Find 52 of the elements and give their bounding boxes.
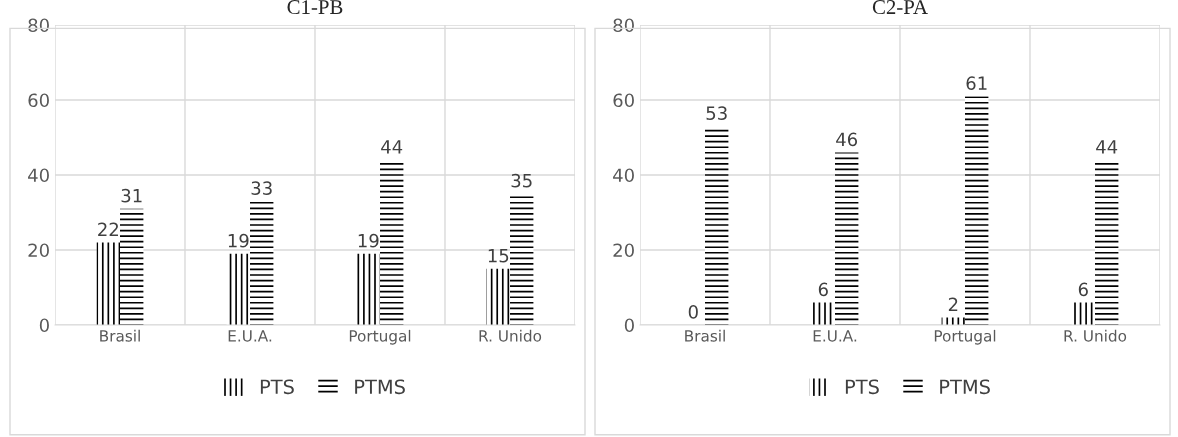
x-tick-label: Brasil [100, 329, 140, 342]
y-tick-label: 20 [28, 243, 49, 258]
bar [250, 201, 274, 325]
bar [120, 208, 144, 325]
x-tick-label: E.U.A. [228, 330, 272, 342]
data-label: 19 [228, 233, 249, 248]
bar [965, 96, 989, 325]
legend-label: PTMS [940, 379, 990, 395]
chart-title: C1-PB [287, 0, 343, 15]
x-tick-label: Portugal [934, 329, 996, 345]
data-label: 2 [948, 297, 958, 311]
data-label: 19 [358, 233, 379, 248]
bar [1095, 160, 1119, 325]
data-label: 6 [1078, 282, 1088, 297]
bar [811, 302, 835, 325]
data-label: 31 [121, 188, 142, 203]
x-tick-label: E.U.A. [813, 330, 857, 342]
data-label: 46 [836, 132, 858, 147]
bar [356, 253, 380, 325]
data-label: 44 [1096, 140, 1118, 154]
chart-title: C2-PA [872, 0, 928, 15]
x-tick-label: Portugal [349, 329, 411, 345]
data-label: 35 [511, 173, 532, 188]
bar [705, 126, 729, 325]
y-tick-label: 20 [613, 243, 634, 258]
data-label: 6 [818, 282, 828, 297]
y-tick-label: 60 [28, 93, 49, 108]
x-tick-label: R. Unido [1064, 329, 1127, 342]
data-label: 33 [251, 181, 272, 195]
legend-label: PTS [260, 379, 294, 395]
data-label: 22 [98, 222, 118, 236]
y-tick-label: 40 [28, 168, 49, 183]
legend-label: PTS [845, 379, 879, 395]
data-label: 15 [488, 249, 509, 263]
bar [380, 160, 404, 325]
data-label: 44 [381, 140, 403, 154]
data-label: 0 [688, 305, 698, 319]
bar [486, 268, 510, 325]
bar [226, 253, 250, 325]
bar [96, 242, 120, 325]
x-tick-label: Brasil [685, 329, 725, 342]
data-label: 53 [706, 106, 727, 120]
bar [835, 152, 859, 325]
y-tick-label: 0 [624, 318, 634, 333]
y-tick-label: 60 [613, 93, 634, 108]
bar [510, 193, 534, 325]
bar [1071, 302, 1095, 325]
data-label: 61 [966, 76, 987, 90]
x-tick-label: R. Unido [479, 329, 542, 342]
y-tick-label: 0 [39, 318, 49, 333]
y-tick-label: 40 [613, 168, 634, 183]
legend-label: PTMS [355, 379, 405, 395]
